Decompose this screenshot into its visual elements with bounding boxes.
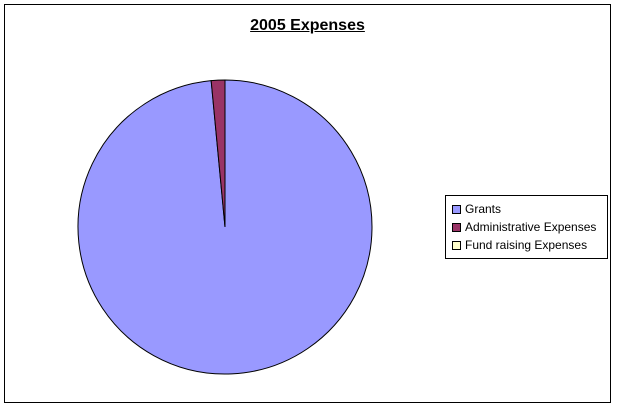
pie-slice-administrative-expenses <box>210 79 226 228</box>
chart-title: 2005 Expenses <box>250 17 365 34</box>
legend-item-grants: Grants <box>452 200 607 218</box>
legend-label-administrative-expenses: Administrative Expenses <box>465 220 597 234</box>
chart-legend: Grants Administrative Expenses Fund raisin… <box>445 195 608 259</box>
legend-item-fund-raising-expenses: Fund raising Expenses <box>452 236 607 254</box>
legend-swatch-administrative-expenses <box>452 222 461 232</box>
legend-item-administrative-expenses: Administrative Expenses <box>452 218 607 236</box>
legend-swatch-fund-raising-expenses <box>452 240 461 250</box>
legend-swatch-grants <box>452 204 461 214</box>
legend-label-grants: Grants <box>465 202 502 216</box>
legend-label-fund-raising-expenses: Fund raising Expenses <box>465 238 588 252</box>
